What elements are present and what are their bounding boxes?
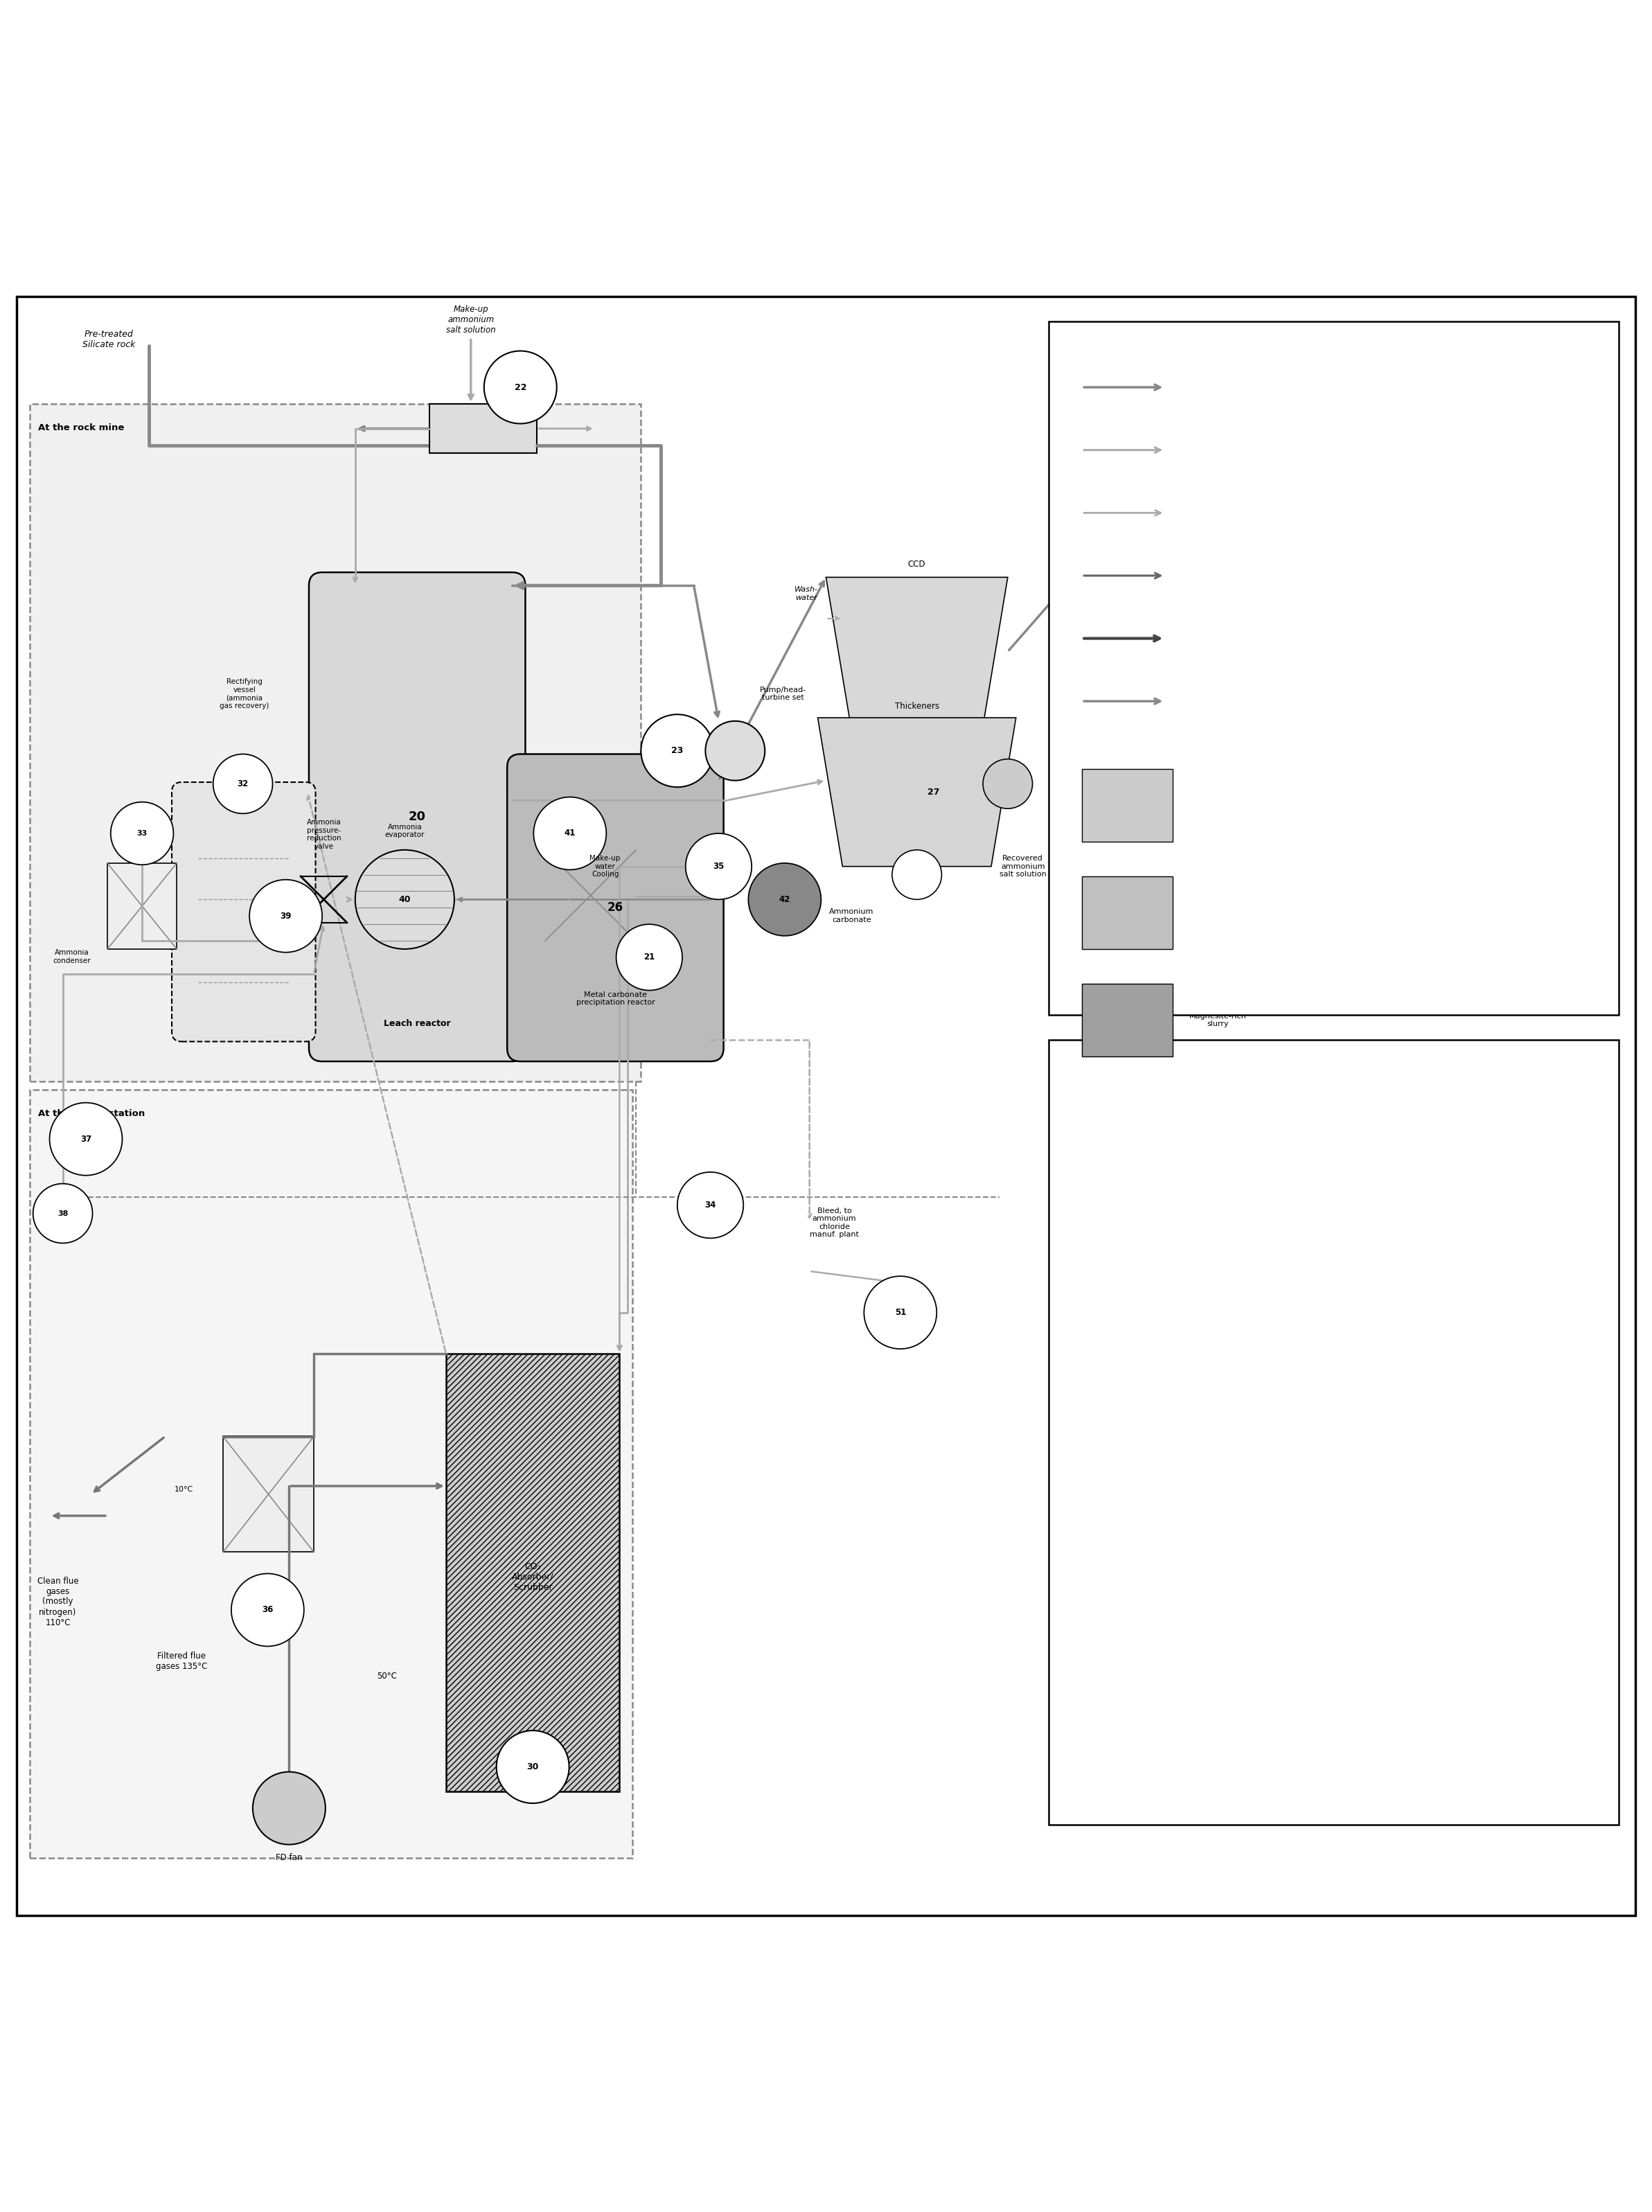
Text: 33: 33 bbox=[137, 830, 147, 836]
Text: FD fan: FD fan bbox=[276, 1854, 302, 1863]
Circle shape bbox=[864, 1276, 937, 1349]
Text: Recovered
ammonium
salt solution: Recovered ammonium salt solution bbox=[999, 854, 1046, 878]
Text: Water: Water bbox=[1189, 509, 1214, 518]
Bar bbox=[545, 849, 636, 940]
Text: 34: 34 bbox=[705, 1201, 715, 1210]
Text: Thickeners: Thickeners bbox=[895, 701, 938, 710]
FancyBboxPatch shape bbox=[507, 754, 724, 1062]
Text: Ammonium
carbonate: Ammonium carbonate bbox=[829, 909, 874, 922]
Bar bbox=[223, 1436, 314, 1553]
Polygon shape bbox=[826, 577, 1008, 726]
Text: Rectifying
vessel
(ammonia
gas recovery): Rectifying vessel (ammonia gas recovery) bbox=[220, 679, 269, 710]
Text: A conceptual carbon capture and permanent
storage flowsheet.  Post combustion ca: A conceptual carbon capture and permanen… bbox=[1074, 1164, 1332, 1190]
Text: Carbonated rock slurry to
further dewatering &
residual ammonia recovery: Carbonated rock slurry to further dewate… bbox=[1090, 575, 1196, 597]
Circle shape bbox=[686, 834, 752, 900]
Circle shape bbox=[355, 849, 454, 949]
Text: 22: 22 bbox=[514, 383, 527, 392]
Text: Metal carbonate
precipitation reactor: Metal carbonate precipitation reactor bbox=[577, 991, 654, 1006]
Text: Make-up
ammonium
salt solution: Make-up ammonium salt solution bbox=[446, 305, 496, 334]
Circle shape bbox=[33, 1183, 93, 1243]
Text: CCD: CCD bbox=[909, 560, 925, 568]
Text: 41: 41 bbox=[565, 830, 575, 838]
Text: 37: 37 bbox=[81, 1135, 91, 1144]
Text: At the rock mine: At the rock mine bbox=[38, 425, 124, 434]
Text: Figure 1A: Figure 1A bbox=[1074, 1082, 1146, 1095]
Bar bbox=[1049, 321, 1619, 1015]
Text: Wash-
water: Wash- water bbox=[795, 586, 818, 602]
Text: Bleed, to
ammonium
chloride
manuf. plant: Bleed, to ammonium chloride manuf. plant bbox=[809, 1208, 859, 1239]
Text: Ammonia
evaporator: Ammonia evaporator bbox=[385, 823, 425, 838]
Bar bbox=[430, 405, 537, 453]
Text: 51: 51 bbox=[895, 1307, 905, 1316]
Circle shape bbox=[253, 1772, 325, 1845]
Text: 39: 39 bbox=[281, 911, 291, 920]
Text: 32: 32 bbox=[238, 779, 248, 787]
Text: Ammonium & Mg
salt soln/slurry: Ammonium & Mg salt soln/slurry bbox=[1189, 905, 1257, 920]
Bar bbox=[1082, 984, 1173, 1057]
Text: 10°C: 10°C bbox=[175, 1486, 193, 1493]
Text: Ammonia
condenser: Ammonia condenser bbox=[53, 949, 91, 964]
Text: Ammonia: Ammonia bbox=[1189, 383, 1229, 392]
Circle shape bbox=[484, 352, 557, 425]
Text: 50°C: 50°C bbox=[377, 1672, 396, 1681]
Text: 27: 27 bbox=[927, 787, 940, 796]
FancyBboxPatch shape bbox=[309, 573, 525, 1062]
Circle shape bbox=[616, 925, 682, 991]
Text: Make-up
water
Cooling: Make-up water Cooling bbox=[590, 854, 621, 878]
Circle shape bbox=[705, 721, 765, 781]
Text: Filtered flue
gases 135°C: Filtered flue gases 135°C bbox=[155, 1650, 208, 1670]
Text: Ammonium bi-
carbonate solution: Ammonium bi- carbonate solution bbox=[1189, 799, 1262, 812]
Text: 30: 30 bbox=[527, 1763, 539, 1772]
Polygon shape bbox=[818, 717, 1016, 867]
Text: Leach reactor: Leach reactor bbox=[383, 1020, 451, 1029]
Text: 42: 42 bbox=[780, 896, 790, 905]
Text: Pre-treated silicate rock: Pre-treated silicate rock bbox=[1189, 635, 1287, 644]
Circle shape bbox=[892, 849, 942, 900]
Text: 23: 23 bbox=[671, 745, 684, 754]
Text: 26: 26 bbox=[608, 902, 623, 914]
Circle shape bbox=[213, 754, 273, 814]
Text: 20: 20 bbox=[408, 810, 426, 823]
Text: Carbonated rock/slurry: Carbonated rock/slurry bbox=[1189, 697, 1284, 706]
Text: 38: 38 bbox=[58, 1210, 68, 1217]
Text: 40: 40 bbox=[398, 896, 411, 905]
Bar bbox=[1082, 770, 1173, 841]
Text: Clean flue
gases
(mostly
nitrogen)
110°C: Clean flue gases (mostly nitrogen) 110°C bbox=[38, 1577, 79, 1628]
Text: CO₂
Absorber/
Scrubber: CO₂ Absorber/ Scrubber bbox=[512, 1562, 553, 1593]
Text: Pre-treated
Silicate rock: Pre-treated Silicate rock bbox=[83, 330, 135, 349]
Text: 35: 35 bbox=[714, 863, 724, 872]
Bar bbox=[1082, 876, 1173, 949]
Circle shape bbox=[231, 1573, 304, 1646]
Circle shape bbox=[249, 880, 322, 953]
Bar bbox=[30, 1091, 633, 1858]
Bar bbox=[1049, 1040, 1619, 1825]
FancyBboxPatch shape bbox=[172, 783, 316, 1042]
Circle shape bbox=[496, 1730, 568, 1803]
Circle shape bbox=[641, 714, 714, 787]
Text: Magnesite-rich
slurry: Magnesite-rich slurry bbox=[1189, 1013, 1247, 1029]
Text: Pump/head-
turbine set: Pump/head- turbine set bbox=[760, 686, 806, 701]
Bar bbox=[30, 405, 641, 1082]
Bar bbox=[446, 1354, 620, 1792]
Text: Steam: Steam bbox=[1189, 445, 1216, 453]
Circle shape bbox=[50, 1104, 122, 1175]
Text: Flue gases: Flue gases bbox=[1189, 571, 1232, 580]
Circle shape bbox=[983, 759, 1032, 810]
Circle shape bbox=[677, 1172, 743, 1239]
Text: R J Hunwick, last revision July 23ᴿᵈ 2011.: R J Hunwick, last revision July 23ᴿᵈ 201… bbox=[1074, 1734, 1260, 1743]
Circle shape bbox=[111, 803, 173, 865]
Bar bbox=[107, 863, 177, 949]
Text: Ammonia
pressure-
reduction
valve: Ammonia pressure- reduction valve bbox=[307, 818, 340, 849]
Text: At the power station: At the power station bbox=[38, 1108, 145, 1119]
Text: 36: 36 bbox=[263, 1606, 273, 1615]
Circle shape bbox=[748, 863, 821, 936]
Circle shape bbox=[534, 796, 606, 869]
Text: 21: 21 bbox=[644, 953, 654, 962]
